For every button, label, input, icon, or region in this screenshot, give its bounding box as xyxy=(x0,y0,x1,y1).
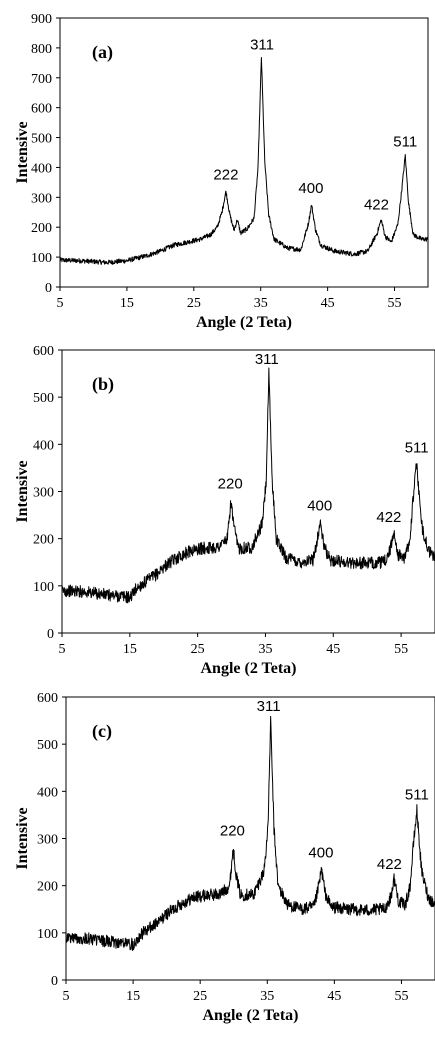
y-tick-label: 600 xyxy=(33,344,54,359)
y-tick-label: 300 xyxy=(31,191,52,206)
y-tick-label: 500 xyxy=(37,738,58,753)
peak-label-311: 311 xyxy=(257,698,281,715)
y-tick-label: 500 xyxy=(33,391,54,406)
panel-label: (b) xyxy=(92,374,114,395)
y-axis-title: Intensive xyxy=(14,121,31,183)
peak-label-400: 400 xyxy=(307,497,332,514)
peak-label-220: 220 xyxy=(218,476,243,493)
y-tick-label: 600 xyxy=(31,102,52,117)
peak-label-400: 400 xyxy=(308,844,333,861)
y-tick-label: 200 xyxy=(37,880,58,895)
plot-frame xyxy=(59,17,429,288)
peak-label-511: 511 xyxy=(405,439,429,456)
y-tick-label: 700 xyxy=(31,72,52,87)
peak-label-311: 311 xyxy=(250,36,274,53)
peak-label-422: 422 xyxy=(364,196,389,213)
y-tick-label: 600 xyxy=(37,691,58,706)
xrd-trace xyxy=(59,57,429,265)
y-tick-label: 300 xyxy=(37,833,58,848)
y-axis-title: Intensive xyxy=(14,807,31,869)
y-tick-label: 200 xyxy=(33,533,54,548)
x-tick-label: 5 xyxy=(63,989,70,1004)
peak-label-422: 422 xyxy=(377,856,402,873)
x-axis-title: Angle (2 Teta) xyxy=(201,660,297,677)
y-tick-label: 100 xyxy=(33,580,54,595)
xrd-panel-3: 0 100 200 300 400 500 600 5 15 25 35 45 55 Angle (2 T… xyxy=(14,691,435,1024)
y-tick-label: 400 xyxy=(33,438,54,453)
x-tick-label: 25 xyxy=(187,296,201,311)
x-tick-label: 45 xyxy=(321,296,335,311)
x-tick-label: 55 xyxy=(394,989,408,1004)
x-axis-title: Angle (2 Teta) xyxy=(203,1007,299,1024)
x-tick-label: 45 xyxy=(327,989,341,1004)
peak-label-422: 422 xyxy=(376,509,401,526)
x-axis-title: Angle (2 Teta) xyxy=(196,314,292,331)
x-tick-label: 35 xyxy=(260,989,274,1004)
y-tick-label: 300 xyxy=(33,486,54,501)
plot-frame xyxy=(65,696,435,981)
x-tick-label: 25 xyxy=(193,989,207,1004)
x-tick-label: 35 xyxy=(258,642,272,657)
x-tick-label: 45 xyxy=(326,642,340,657)
panel-label: (a) xyxy=(92,42,113,63)
y-tick-label: 900 xyxy=(31,12,52,27)
y-tick-label: 400 xyxy=(37,785,58,800)
peak-label-222: 222 xyxy=(213,166,238,183)
x-tick-label: 55 xyxy=(394,642,408,657)
peak-label-400: 400 xyxy=(298,180,323,197)
x-tick-label: 55 xyxy=(388,296,402,311)
peak-label-511: 511 xyxy=(393,134,417,151)
panel-label: (c) xyxy=(92,721,112,742)
y-tick-label: 800 xyxy=(31,42,52,57)
x-tick-label: 15 xyxy=(126,989,140,1004)
xrd-panel-2: 0 100 200 300 400 500 600 5 15 25 35 45 55 Angle (2 T… xyxy=(14,344,435,677)
x-tick-label: 25 xyxy=(191,642,205,657)
peak-label-511: 511 xyxy=(405,786,429,803)
peak-label-311: 311 xyxy=(255,351,279,368)
peak-label-220: 220 xyxy=(220,823,245,840)
x-tick-label: 5 xyxy=(57,296,64,311)
x-tick-label: 5 xyxy=(59,642,66,657)
y-tick-label: 400 xyxy=(31,161,52,176)
y-tick-label: 0 xyxy=(47,627,54,642)
xrd-trace xyxy=(61,367,435,604)
y-tick-label: 0 xyxy=(51,974,58,989)
y-tick-label: 100 xyxy=(37,927,58,942)
y-tick-label: 100 xyxy=(31,251,52,266)
x-tick-label: 15 xyxy=(120,296,134,311)
y-axis-title: Intensive xyxy=(14,460,31,522)
y-tick-label: 500 xyxy=(31,132,52,147)
x-tick-label: 35 xyxy=(254,296,268,311)
xrd-trace xyxy=(65,715,435,951)
y-tick-label: 0 xyxy=(45,281,52,296)
plot-frame xyxy=(61,349,435,634)
xrd-panel-1: 0 100 200 300 400 500 600 700 800 900 5 15 25 35 45 55 A… xyxy=(14,12,429,331)
y-tick-label: 200 xyxy=(31,221,52,236)
x-tick-label: 15 xyxy=(123,642,137,657)
